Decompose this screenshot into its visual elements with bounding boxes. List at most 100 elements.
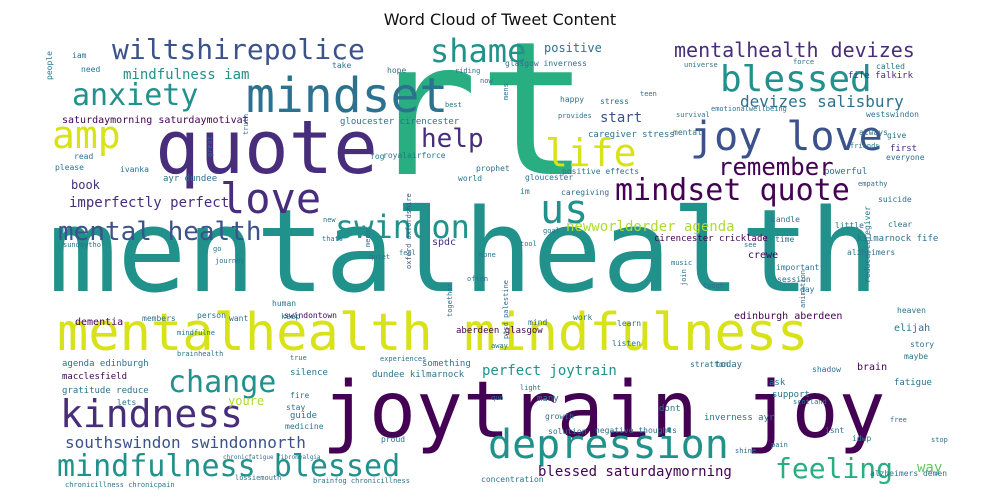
word-mindfulness-iam: mindfulness iam [123,67,249,83]
word-westswindon: westswindon [866,110,919,119]
word-brainfog-chronicillness: brainfog chronicillness [313,477,410,485]
word-mental: mental [673,128,702,137]
word-silence: silence [290,368,328,378]
word-stop: stop [931,436,948,444]
word-anxiety: anxiety [72,78,198,113]
word-lossiemouth: lossiemouth [235,474,281,482]
word-always: always [859,128,888,137]
word-heaven: heaven [897,306,926,315]
word-change: change [168,365,276,400]
word-fatigue: fatigue [894,378,932,388]
word-scotland: scotland [793,398,827,406]
word-negative-thoughts: negative thoughts [595,426,677,435]
word-us: us [540,187,588,233]
word-inverness-ayr: inverness ayr [704,413,775,423]
word-listen: listen [612,339,641,348]
word-mind: mind [528,318,547,327]
word-dundee-kilmarnock: dundee kilmarnock [372,370,465,380]
word-shame: shame [430,32,526,70]
word-shine: shine [735,447,756,455]
word-none: none [479,251,496,259]
word-alzheimers-demen: alzheimers demen [870,469,947,478]
word-imperfectly-perfect: imperfectly perfect [69,195,229,211]
word-saturdaymorning-saturdaymotivat: saturdaymorning saturdaymotivat [62,115,249,126]
word-give: give [887,131,906,140]
word-candle: candle [771,215,800,224]
word-im: im [520,187,530,196]
word-growth: growth [545,412,574,421]
word-animation: animation [799,270,807,308]
word-depression: depression [488,422,729,468]
word-pain: pain [771,441,788,449]
word-stratton: stratton [690,360,729,369]
word-world: world [458,174,482,183]
word-experiences: experiences [380,355,426,363]
word-positive-effects: positive effects [562,167,639,176]
word-human: human [272,299,296,308]
word-goal: goal [543,227,560,235]
word-crewe: crewe [748,250,778,261]
word-brain: brain [857,362,887,373]
word-chronicillness-chronicpain: chronicillness chronicpain [65,481,175,489]
word-brainhealth: brainhealth [177,350,223,358]
word-fire: fire [290,391,309,400]
word-macclesfield: macclesfield [62,372,127,382]
word-first: first [890,144,917,154]
word-gloucester-cirencester: gloucester cirencester [340,117,460,127]
word-proud: proud [381,435,405,444]
word-please: please [55,163,84,172]
word-work: work [573,313,592,322]
word-feel: feel [399,249,416,257]
word-friends: friends [850,142,880,150]
word-caregiver-stress: caregiver stress [588,130,675,140]
word-happy: happy [560,95,584,104]
word-free: free [890,416,907,424]
word-great: great [206,136,214,157]
word-fog: fog [370,152,385,161]
word-stress: stress [600,97,629,106]
word-important: important [776,263,820,272]
word-mindfulne: mindfulne [177,329,215,337]
word-take: take [332,61,351,70]
word-maybe: maybe [904,352,928,361]
word-universe: universe [684,61,718,69]
word-wiltshirepolice: wiltshirepolice [112,33,365,66]
word-stay: stay [286,403,305,412]
word-keep: keep [281,312,300,321]
word-members: members [142,314,176,323]
word-swindontown: swindontown [284,311,337,320]
word-dont: dont [659,404,681,414]
word-way: way [917,460,942,476]
word-love: love [220,174,321,223]
word-survival: survival [676,111,710,119]
word-book: book [71,178,101,192]
word-sundaytho: sundaytho [63,241,101,249]
word-idwp: idwp [852,434,871,443]
word-new: new [323,216,336,224]
word-little: little [835,221,864,230]
word-swindon: swindon [335,208,470,246]
word-mindset: mindset [246,68,448,124]
word-ptsd-palestine: ptsd palestine [502,280,510,339]
word-spdc: spdc [432,237,456,248]
word-fife-falkirk: fife falkirk [848,71,914,81]
word-devizes-salisbury: devizes salisbury [740,92,904,111]
word-gratitude-reduce: gratitude reduce [62,386,149,396]
word-now: now [480,77,493,85]
word-session: session [777,275,811,284]
word-riding: riding [455,67,480,75]
word-time: time [775,235,794,244]
word-ayr-dundee: ayr dundee [163,174,217,184]
word-often: often [467,275,488,283]
word-light: light [520,384,541,392]
word-together: together [446,283,454,317]
word-mindfulness-blessed: mindfulness blessed [57,449,400,484]
word-truth: truth [242,114,250,135]
word-many: many [537,394,559,404]
word-amp: amp [52,113,121,157]
word-mentalhealth: mentalhealth [48,185,879,319]
word-blessed-saturdaymorning: blessed saturdaymorning [538,464,732,480]
word-newworldorder-agenda: newworldorder agenda [566,219,735,235]
word-joy-love: joy love [690,114,883,160]
